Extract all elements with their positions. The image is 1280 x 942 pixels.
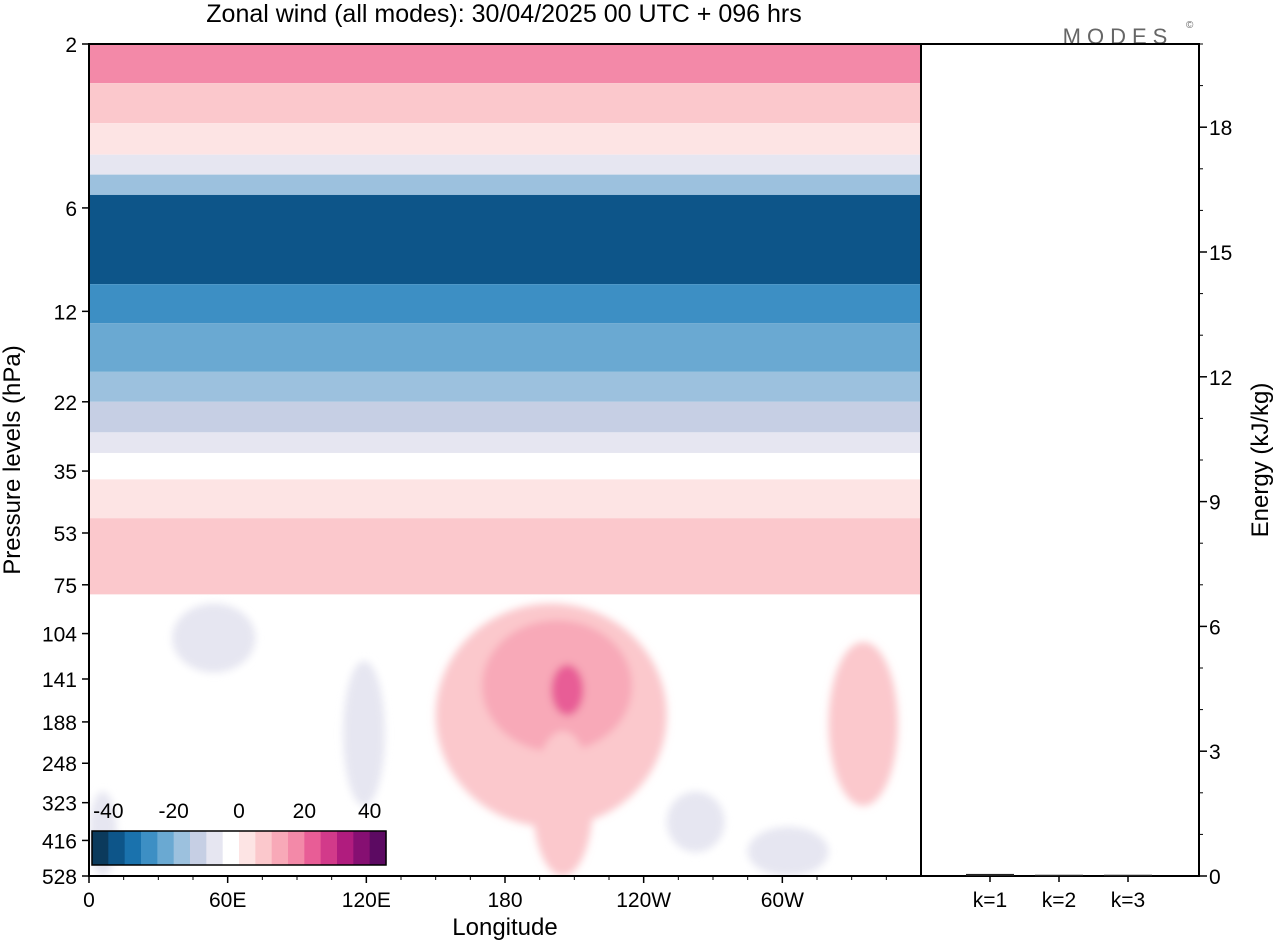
y-tick-label: 12 (54, 301, 77, 324)
colorbar: -40 -20 0 20 40 (91, 800, 387, 866)
wind-band-3 (89, 154, 921, 175)
y-axis-label: Pressure levels (hPa) (0, 345, 26, 574)
colorbar-swatch (304, 831, 322, 865)
energy-axis-label: Energy (kJ/kg) (1247, 383, 1274, 538)
colorbar-tick-label: 0 (233, 800, 245, 823)
colorbar-swatch (288, 831, 305, 865)
energy-axis-ticks: 0 3 6 9 12 15 18 (1199, 43, 1232, 889)
wind-band-0 (89, 44, 921, 84)
colorbar-swatch (108, 831, 126, 865)
energy-bars: k=1 k=2 k=3 (966, 873, 1152, 912)
x-axis-label: Longitude (452, 914, 557, 941)
wind-band-12 (89, 479, 921, 519)
y-tick-label: 323 (42, 793, 77, 816)
chart-title: Zonal wind (all modes): 30/04/2025 00 UT… (206, 0, 801, 28)
y-tick-label: 6 (65, 198, 77, 221)
y-tick-label: 75 (54, 575, 77, 598)
wind-feature-9 (666, 791, 725, 853)
wind-feature-4 (828, 641, 898, 806)
energy-category-label: k=2 (1042, 889, 1076, 912)
energy-category-label: k=1 (973, 889, 1007, 912)
wind-heatmap (89, 44, 921, 876)
energy-bar (966, 873, 1014, 876)
colorbar-swatch (337, 831, 354, 865)
colorbar-swatch (222, 831, 240, 865)
energy-tick-label: 0 (1209, 866, 1221, 889)
colorbar-swatch (271, 831, 289, 865)
x-tick-label: 120W (616, 889, 671, 912)
colorbar-swatch (190, 831, 207, 865)
energy-tick-label: 15 (1209, 242, 1232, 265)
colorbar-swatch (92, 831, 109, 865)
wind-band-4 (89, 174, 921, 195)
colorbar-swatch (369, 831, 387, 865)
energy-tick-label: 12 (1209, 367, 1232, 390)
y-tick-label: 248 (42, 753, 77, 776)
colorbar-tick-label: -40 (93, 800, 123, 823)
colorbar-tick-label: 20 (293, 800, 316, 823)
y-axis-ticks: 2 6 12 22 35 53 75 104 141 188 248 323 416 528 (42, 34, 89, 889)
colorbar-swatch (157, 831, 175, 865)
y-tick-label: 528 (42, 866, 77, 889)
wind-band-9 (89, 401, 921, 433)
energy-bar (1035, 874, 1083, 877)
wind-band-6 (89, 284, 921, 324)
colorbar-tick-label: 40 (358, 800, 381, 823)
colorbar-swatch (141, 831, 158, 865)
y-tick-label: 2 (65, 34, 77, 57)
colorbar-swatch (124, 831, 142, 865)
colorbar-swatch (173, 831, 191, 865)
energy-tick-label: 9 (1209, 492, 1221, 515)
y-tick-label: 53 (54, 523, 77, 546)
x-tick-label: 60E (209, 889, 246, 912)
x-tick-label: 120E (342, 889, 391, 912)
energy-category-label: k=3 (1111, 889, 1145, 912)
wind-band-13 (89, 518, 921, 595)
energy-bar (1104, 874, 1152, 877)
wind-band-7 (89, 323, 921, 372)
colorbar-tick-label: -20 (158, 800, 188, 823)
y-tick-label: 22 (54, 392, 77, 415)
colorbar-frame (91, 830, 387, 866)
wind-band-10 (89, 432, 921, 453)
wind-band-11 (89, 452, 921, 480)
energy-panel (920, 43, 1200, 877)
x-axis-ticks: 0 60E 120E 180 120W 60W (83, 876, 887, 912)
y-tick-label: 416 (42, 830, 77, 853)
wind-band-8 (89, 371, 921, 402)
wind-band-2 (89, 123, 921, 155)
wind-feature-2 (551, 664, 584, 716)
wind-feature-6 (343, 661, 385, 806)
colorbar-swatch (255, 831, 273, 865)
colorbar-swatch (239, 831, 256, 865)
y-tick-label: 141 (42, 669, 77, 692)
y-tick-label: 188 (42, 712, 77, 735)
colorbar-swatch (353, 831, 371, 865)
x-tick-label: 180 (487, 889, 522, 912)
wind-band-5 (89, 194, 921, 285)
y-tick-label: 35 (54, 461, 77, 484)
energy-tick-label: 6 (1209, 616, 1221, 639)
colorbar-swatch (206, 831, 224, 865)
wind-feature-3 (532, 731, 593, 876)
wind-feature-8 (747, 826, 829, 876)
energy-tick-label: 18 (1209, 117, 1232, 140)
x-tick-label: 0 (83, 889, 95, 912)
x-tick-label: 60W (761, 889, 804, 912)
copyright-mark: © (1186, 20, 1194, 31)
wind-feature-5 (172, 603, 256, 673)
y-tick-label: 104 (42, 624, 77, 647)
wind-band-1 (89, 83, 921, 124)
energy-tick-label: 3 (1209, 741, 1221, 764)
colorbar-swatch (320, 831, 338, 865)
